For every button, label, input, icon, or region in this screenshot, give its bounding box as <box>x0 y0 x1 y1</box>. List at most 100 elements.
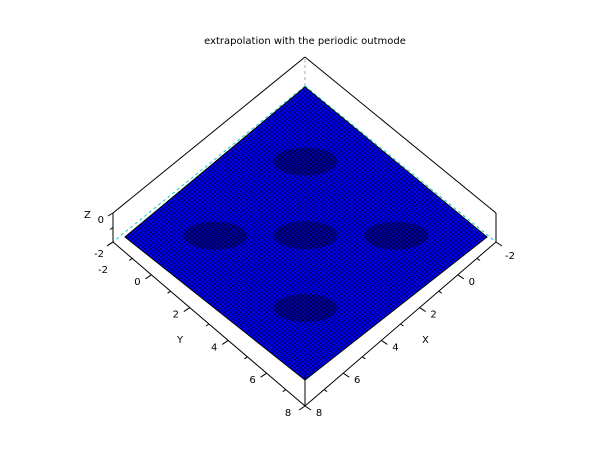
mesh-line <box>286 101 469 252</box>
x-minor-tick <box>400 323 404 327</box>
mesh-line <box>240 183 423 330</box>
y-minor-tick <box>282 389 287 393</box>
y-tick-label: 4 <box>211 342 217 353</box>
z-tick-label: -2 <box>94 249 104 260</box>
mesh-line <box>273 211 456 356</box>
mesh-line <box>299 232 482 377</box>
mesh-line <box>235 178 417 326</box>
y-tick <box>183 307 191 313</box>
y-minor-tick <box>205 323 210 327</box>
mesh-line <box>219 166 402 313</box>
y-tick <box>221 339 229 345</box>
x-tick-label: 6 <box>354 375 360 386</box>
x-tick <box>304 405 312 411</box>
mesh-line <box>304 86 488 238</box>
axes: -2 -2 0 0 2 2 4 4 6 6 8 8 0 -2 <box>94 212 515 419</box>
x-tick-label: -2 <box>505 251 515 262</box>
mesh-line <box>217 159 399 307</box>
z-tick <box>107 212 114 217</box>
mesh-line <box>225 170 407 317</box>
y-tick-label: 0 <box>134 277 140 288</box>
mesh-line <box>276 110 459 260</box>
mesh-line <box>248 189 430 336</box>
x-tick <box>342 372 350 378</box>
mesh-line <box>268 206 451 352</box>
mesh-line <box>240 140 423 289</box>
mesh-line <box>263 202 446 348</box>
surface-dark-region <box>273 294 338 323</box>
x-axis-label: X <box>422 335 429 346</box>
x-tick <box>457 274 465 280</box>
x-tick <box>419 307 426 313</box>
mesh-line <box>281 106 464 256</box>
mesh-line <box>289 99 472 250</box>
mesh-line <box>266 118 449 268</box>
y-tick <box>260 372 267 378</box>
mesh-line <box>284 219 467 364</box>
mesh-line <box>297 93 480 244</box>
mesh-line <box>302 234 485 379</box>
z-tick <box>107 241 114 246</box>
x-tick <box>381 339 388 345</box>
mesh-line <box>263 121 446 270</box>
mesh-line <box>299 91 482 242</box>
mesh-line <box>266 204 449 350</box>
box-edge-top-back-right <box>304 56 497 214</box>
mesh-line <box>230 148 412 297</box>
mesh-line <box>268 116 451 266</box>
y-tick-label: 8 <box>285 408 291 419</box>
mesh-line <box>284 103 467 254</box>
y-minor-tick <box>244 356 248 360</box>
surface-dark-region <box>273 147 338 176</box>
mesh-line <box>214 161 397 309</box>
y-minor-tick <box>167 290 171 294</box>
y-axis-label: Y <box>176 335 184 346</box>
z-minor-tick <box>109 227 114 230</box>
mesh-line <box>261 123 443 272</box>
mesh-line <box>235 144 417 293</box>
x-tick-label: 2 <box>430 310 436 321</box>
mesh-line <box>253 129 436 279</box>
surface-dark-region <box>364 221 429 250</box>
mesh-line <box>232 176 415 324</box>
mesh-line <box>248 133 430 283</box>
x-minor-tick <box>323 389 328 393</box>
y-tick <box>298 405 306 411</box>
mesh-line <box>289 223 472 368</box>
box-edge-back-left <box>112 85 306 243</box>
x-tick-label: 4 <box>392 342 398 353</box>
mesh-line <box>281 217 464 362</box>
mesh-line <box>237 181 420 328</box>
mesh-line <box>291 97 475 248</box>
mesh-line <box>286 221 469 366</box>
box-edge-back-right <box>304 85 497 243</box>
mesh-line <box>302 88 485 240</box>
mesh-line <box>253 193 436 340</box>
mesh-line <box>243 185 425 332</box>
mesh-line <box>279 108 462 258</box>
mesh-line <box>291 226 475 371</box>
mesh-line <box>258 198 441 344</box>
mesh-line <box>276 213 459 358</box>
mesh-line <box>255 196 438 342</box>
y-tick-label: -2 <box>98 265 108 276</box>
mesh-line <box>222 168 404 315</box>
mesh-line <box>258 125 441 275</box>
y-tick-label: 6 <box>249 375 255 386</box>
surface <box>124 86 488 381</box>
mesh-line <box>250 131 433 281</box>
mesh-line <box>271 208 454 354</box>
mesh-line <box>279 215 462 360</box>
mesh-line <box>255 127 438 277</box>
mesh-line <box>261 200 443 346</box>
box-edge-top-back-left <box>112 56 306 214</box>
mesh-line <box>222 155 404 303</box>
mesh-line <box>304 236 488 381</box>
mesh-line <box>294 95 477 246</box>
mesh-line <box>271 114 454 264</box>
mesh-line <box>230 174 412 321</box>
mesh-line <box>227 172 410 319</box>
mesh-line <box>232 146 415 295</box>
mesh-line <box>225 153 407 301</box>
